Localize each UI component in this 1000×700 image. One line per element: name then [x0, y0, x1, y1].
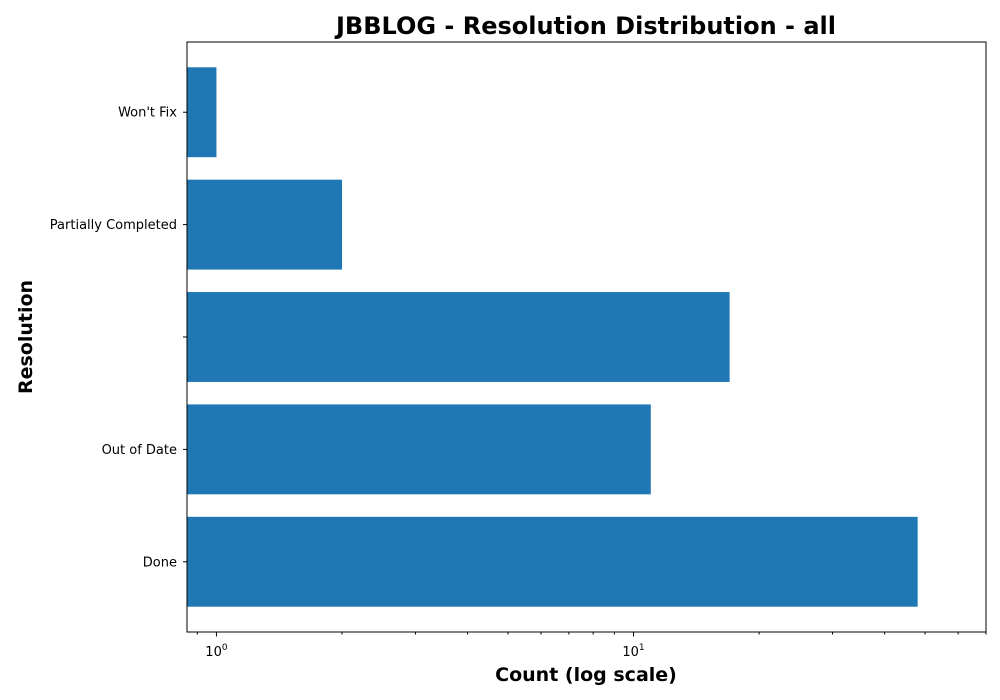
bars-group: [187, 67, 918, 607]
x-axis-ticks: 100 101: [196, 632, 987, 660]
y-tick-label: Out of Date: [102, 443, 177, 458]
y-tick-label: Partially Completed: [50, 218, 177, 233]
bar-won-t-fix: [187, 67, 217, 158]
bar-partially-completed: [187, 179, 342, 270]
bar-done: [187, 516, 918, 607]
y-tick-label: Done: [143, 555, 177, 570]
y-tick-label: Won't Fix: [118, 106, 177, 121]
chart-title: JBBLOG - Resolution Distribution - all: [334, 12, 836, 40]
x-tick-label: 100: [205, 643, 228, 660]
bar-blank: [187, 292, 730, 382]
plot-frame: [186, 41, 987, 633]
y-axis-ticks: Done Out of Date Partially Completed Won't …: [50, 106, 187, 570]
x-axis-label: Count (log scale): [495, 664, 677, 686]
x-tick-label: 101: [622, 643, 644, 660]
bar-out-of-date: [187, 404, 651, 495]
y-axis-label: Resolution: [15, 280, 37, 394]
